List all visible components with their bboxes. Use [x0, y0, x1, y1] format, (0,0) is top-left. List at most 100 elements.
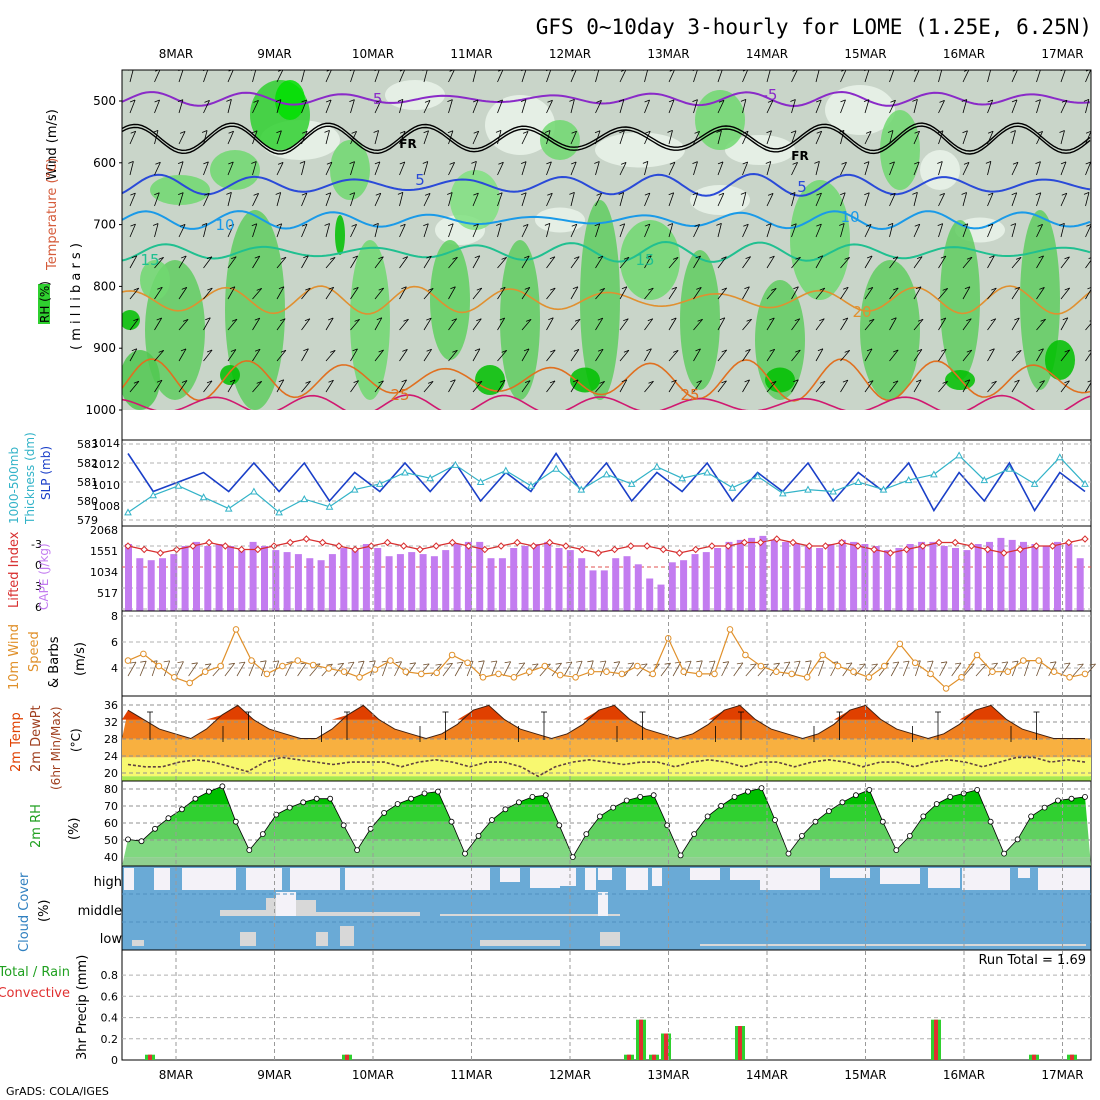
wind-barb-staff	[546, 193, 553, 207]
pressure-tick-label: 800	[93, 279, 116, 293]
wind-barb-staff	[1036, 660, 1043, 677]
wind-barb-staff	[815, 255, 824, 269]
wind-barb-staff	[350, 348, 358, 362]
wind-barb-staff	[864, 70, 870, 83]
cloud-clear-gap	[220, 910, 266, 916]
wind-barb-staff	[301, 318, 311, 331]
wind-barb-flag	[178, 192, 184, 195]
lifted-index-marker	[286, 538, 294, 547]
wind-barb-staff	[345, 661, 355, 677]
wind-barb-staff	[644, 348, 652, 362]
wind-barb-staff	[791, 223, 797, 238]
wind-barb-staff	[570, 379, 579, 393]
wind-barb-flag	[646, 255, 652, 259]
wind-barb-flag	[1089, 320, 1091, 322]
wind-barb-staff	[889, 100, 896, 114]
wind-barb-staff	[127, 661, 137, 677]
wind-barb-flag	[717, 161, 724, 165]
wind-barb-flag	[435, 663, 442, 666]
rh-marker	[152, 825, 158, 832]
cloud-clear-gap	[690, 868, 720, 880]
rh-tick-label: 70	[104, 800, 118, 813]
wind-barb-staff	[693, 161, 698, 176]
wind-barb-staff	[742, 256, 751, 269]
cloud-clear-gap	[480, 940, 560, 946]
wind-barb-flag	[989, 255, 995, 259]
wind-barb-staff	[188, 662, 198, 677]
wind-barb-flag	[692, 161, 698, 164]
wind-barb-flag	[618, 99, 625, 102]
wind-barb-flag	[497, 99, 503, 103]
wind-barb-staff	[612, 661, 621, 677]
rh-marker	[583, 831, 590, 837]
wind-barb-flag	[571, 161, 577, 165]
wind-barb-staff	[1060, 161, 1067, 176]
chart-title: GFS 0~10day 3-hourly for LOME (1.25E, 6.…	[536, 15, 1092, 39]
cape-bar	[408, 552, 416, 611]
temp-band-cool	[122, 776, 1091, 781]
wind-barb-flag	[939, 193, 945, 196]
wind-barb-staff	[472, 348, 481, 362]
wind-barb-staff	[382, 660, 389, 677]
wind-barb-flag	[204, 100, 210, 103]
wind-barb-flag	[157, 286, 163, 290]
wind-barb-staff	[227, 70, 234, 83]
lifted-index-marker	[189, 542, 197, 550]
wind-barb-flag	[349, 161, 355, 164]
cloud-clear-gap	[290, 868, 340, 890]
wind-barb-flag	[206, 256, 213, 260]
wind-barb-staff	[423, 288, 434, 300]
rh-marker	[745, 788, 751, 795]
wind-barb-staff	[913, 319, 924, 331]
wind-barb-staff	[276, 257, 287, 269]
wind-barb-flag	[618, 192, 624, 195]
cape-bar	[612, 558, 620, 611]
wind-barb-staff	[301, 287, 311, 300]
rh-dry-patch	[825, 85, 895, 135]
date-label-top: 11MAR	[450, 47, 492, 61]
wind-barb-staff	[619, 130, 625, 145]
cape-bar	[204, 546, 212, 611]
wind-speed-marker	[896, 640, 904, 648]
precip-tick-label: 0.6	[101, 990, 119, 1003]
rh-marker	[826, 808, 832, 814]
lifted-index-marker	[919, 542, 927, 550]
precip-tick-label: 0.2	[101, 1033, 119, 1046]
thickness-marker	[904, 476, 913, 484]
cape-bar	[646, 578, 654, 611]
wind-barb-flag	[1064, 662, 1071, 665]
cloud-clear-gap	[880, 868, 920, 884]
wind-barb-staff	[742, 161, 749, 176]
wind-barb-flag	[750, 663, 757, 666]
lifted-index-marker	[1016, 545, 1024, 554]
wind-barb-staff	[938, 381, 948, 393]
wind-barb-staff	[521, 348, 530, 362]
cloud-clear-gap	[600, 932, 620, 946]
rh-moist-area	[790, 180, 850, 300]
wind-barb-flag	[891, 317, 897, 321]
contour-label: 5	[797, 178, 807, 196]
wind-speed-marker	[248, 657, 255, 664]
wind-barb-flag	[230, 349, 237, 352]
wind-barb-flag	[1038, 348, 1044, 352]
wind-barb-flag	[427, 381, 434, 384]
wind-barb-flag	[597, 255, 604, 259]
wind-barb-staff	[178, 70, 184, 83]
wind-barb-staff	[1085, 192, 1090, 207]
wind-barb-flag	[842, 379, 849, 383]
wind-barb-staff	[791, 162, 798, 176]
wind-barb-staff	[1036, 287, 1045, 300]
wind-barb-flag	[987, 130, 994, 134]
wind-ylabel-3: & Barbs	[47, 636, 62, 688]
thickness-marker	[1005, 464, 1014, 472]
wind-barb-flag	[163, 660, 170, 663]
wind-barb-staff	[668, 70, 675, 83]
wind-barb-flag	[795, 349, 801, 353]
wind-barb-staff	[374, 223, 379, 238]
wind-barb-flag	[1011, 192, 1017, 196]
wind-barb-staff	[619, 379, 628, 393]
temp-contour-30	[122, 394, 1091, 410]
precip-tick-label: 0	[111, 1054, 118, 1067]
cape-bar	[974, 544, 982, 611]
cape-bar	[317, 560, 325, 611]
